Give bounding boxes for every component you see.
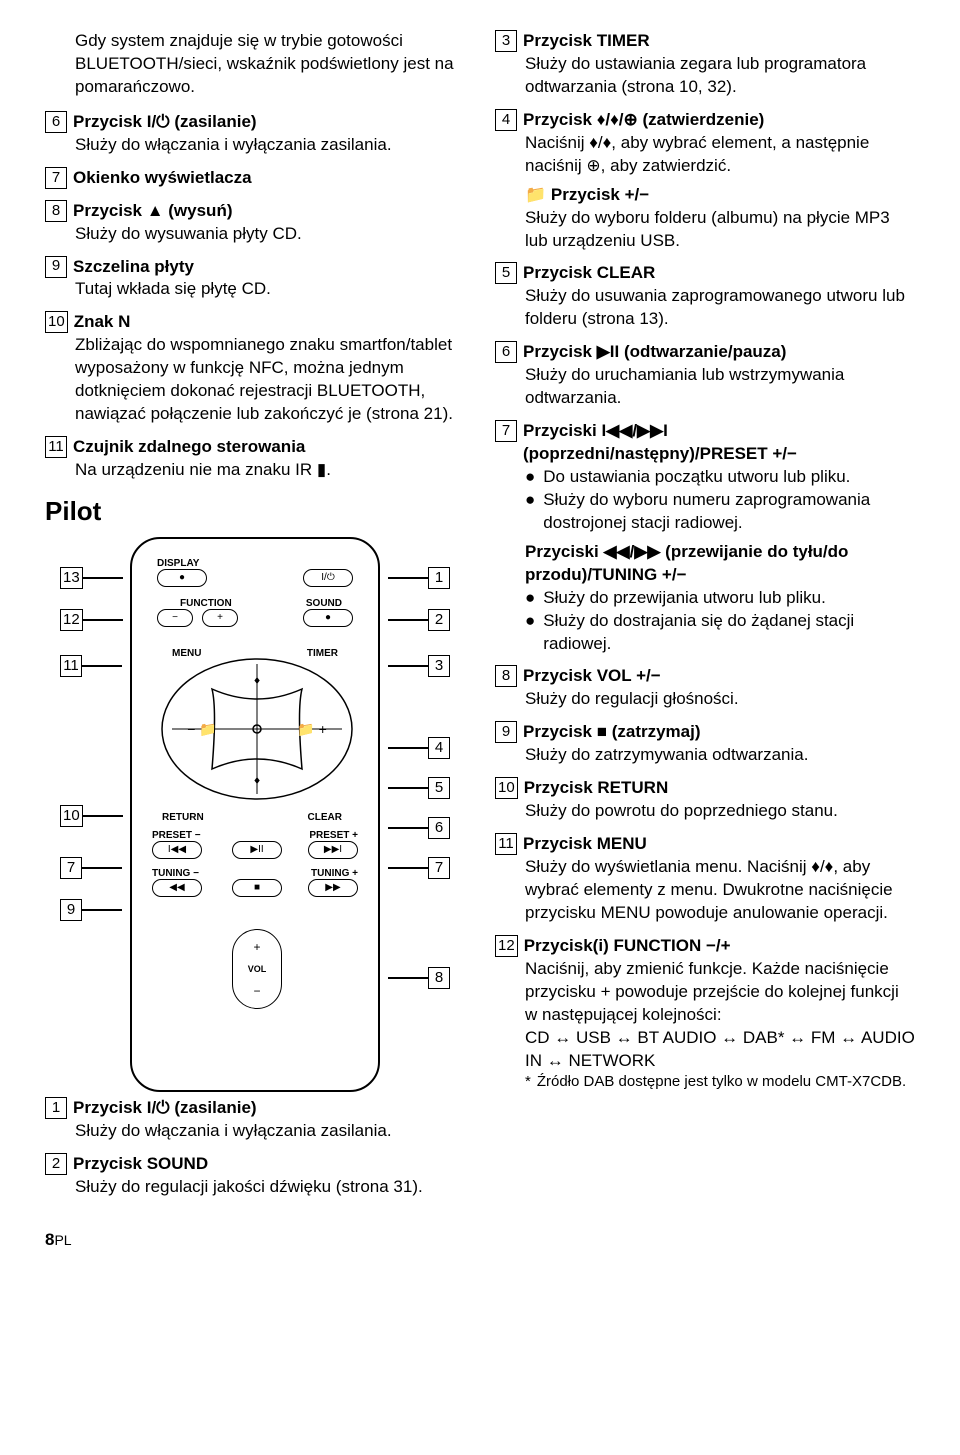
callout-2: 2 bbox=[388, 609, 450, 631]
function-plus: + bbox=[202, 609, 238, 627]
remote-body: DISPLAY ● I/⏻ FUNCTION − + SOUND ● MENU … bbox=[130, 537, 380, 1092]
ffwd-button: ▶▶ bbox=[308, 879, 358, 897]
stop-button: ■ bbox=[232, 879, 282, 897]
svg-text:♦: ♦ bbox=[254, 673, 260, 687]
svg-text:📁 +: 📁 + bbox=[297, 721, 327, 737]
vol-rocker: +VOL− bbox=[232, 929, 282, 1009]
power-icon: I/⏻ bbox=[147, 1098, 170, 1117]
svg-text:♦: ♦ bbox=[254, 773, 260, 787]
intro-note: Gdy system znajduje się w trybie gotowoś… bbox=[75, 30, 465, 99]
callout-1: 1 bbox=[388, 567, 450, 589]
next-button: ▶▶I bbox=[308, 841, 358, 859]
pilot-item-1: 1 Przycisk I/⏻ (zasilanie) Służy do włąc… bbox=[45, 1097, 465, 1143]
function-minus: − bbox=[157, 609, 193, 627]
item-8: 8Przycisk ▲ (wysuń) Służy do wysuwania p… bbox=[45, 200, 465, 246]
callout-7: 7 bbox=[60, 857, 122, 879]
play-pause-button: ▶II bbox=[232, 841, 282, 859]
callout-10: 10 bbox=[60, 805, 123, 827]
item-10: 10Znak N Zbliżając do wspomnianego znaku… bbox=[45, 311, 465, 426]
callout-5: 5 bbox=[388, 777, 450, 799]
two-column-layout: Gdy system znajduje się w trybie gotowoś… bbox=[45, 30, 915, 1209]
item-6: 6 Przycisk I/⏻ (zasilanie) Służy do włąc… bbox=[45, 111, 465, 157]
callout-6: 6 bbox=[388, 817, 450, 839]
callout-4: 4 bbox=[388, 737, 450, 759]
power-button: I/⏻ bbox=[303, 569, 353, 587]
display-button: ● bbox=[157, 569, 207, 587]
callout-7: 7 bbox=[388, 857, 450, 879]
remote-diagram: DISPLAY ● I/⏻ FUNCTION − + SOUND ● MENU … bbox=[60, 537, 450, 1097]
prev-button: I◀◀ bbox=[152, 841, 202, 859]
item-9: 9Szczelina płyty Tutaj wkłada się płytę … bbox=[45, 256, 465, 302]
page-number: 8PL bbox=[45, 1229, 915, 1252]
num-box: 6 bbox=[45, 111, 67, 133]
callout-11: 11 bbox=[60, 655, 122, 677]
power-icon: I/⏻ bbox=[147, 112, 170, 131]
callout-9: 9 bbox=[60, 899, 122, 921]
dpad: ♦ ♦ − 📁 📁 + bbox=[157, 654, 357, 804]
sound-button: ● bbox=[303, 609, 353, 627]
callout-3: 3 bbox=[388, 655, 450, 677]
pilot-item-2: 2Przycisk SOUND Służy do regulacji jakoś… bbox=[45, 1153, 465, 1199]
right-column: 3Przycisk TIMERSłuży do ustawiania zegar… bbox=[495, 30, 915, 1209]
callout-12: 12 bbox=[60, 609, 123, 631]
footnote: *Źródło DAB dostępne jest tylko w modelu… bbox=[525, 1072, 915, 1092]
callout-13: 13 bbox=[60, 567, 123, 589]
rewind-button: ◀◀ bbox=[152, 879, 202, 897]
pilot-heading: Pilot bbox=[45, 494, 465, 529]
svg-text:− 📁: − 📁 bbox=[187, 721, 217, 737]
item-11: 11Czujnik zdalnego sterowania Na urządze… bbox=[45, 436, 465, 482]
item-7: 7Okienko wyświetlacza bbox=[45, 167, 465, 190]
callout-8: 8 bbox=[388, 967, 450, 989]
left-column: Gdy system znajduje się w trybie gotowoś… bbox=[45, 30, 465, 1209]
